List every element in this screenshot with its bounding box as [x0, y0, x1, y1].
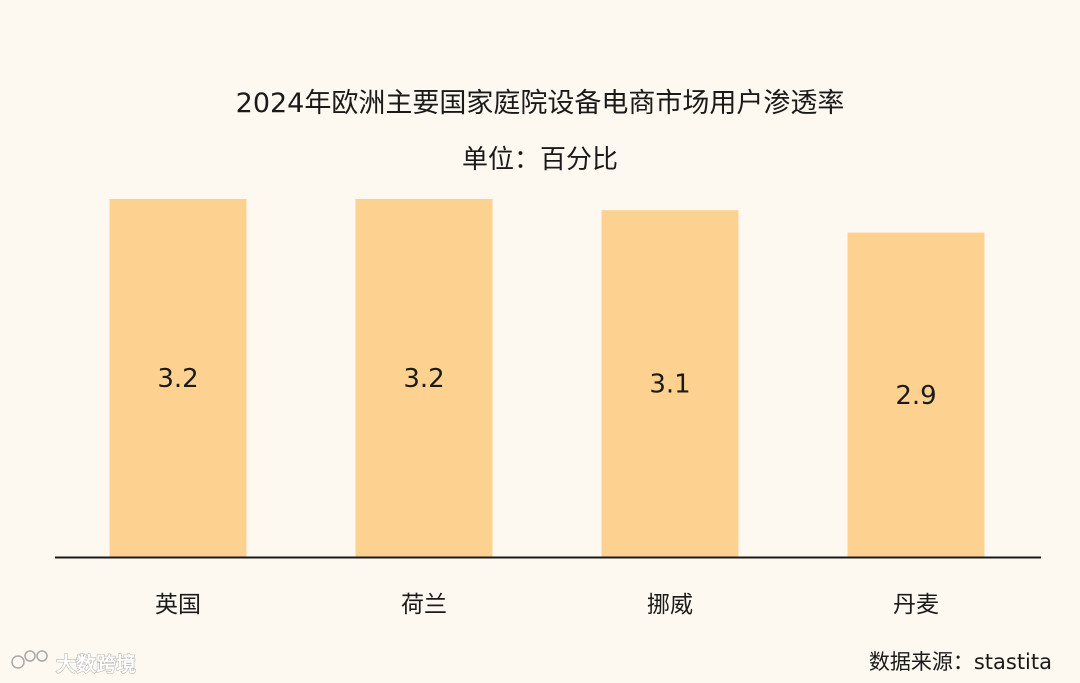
- x-tick-label-3: 挪威: [647, 592, 693, 618]
- bar-2: [355, 199, 493, 557]
- bar-1: [109, 199, 247, 557]
- data-label-3: 3.1: [649, 370, 690, 400]
- bars-group: [109, 199, 985, 557]
- x-tick-label-1: 英国: [155, 592, 201, 618]
- data-label-4: 2.9: [895, 381, 936, 411]
- chart-title: 2024年欧洲主要国家庭院设备电商市场用户渗透率: [236, 88, 845, 119]
- bar-4: [847, 232, 985, 557]
- x-tick-label-4: 丹麦: [893, 592, 939, 618]
- category-labels: 英国 荷兰 挪威 丹麦: [155, 592, 939, 618]
- source-note: 数据来源：stastita: [869, 650, 1052, 674]
- bar-3: [601, 210, 739, 557]
- chart-subtitle: 单位：百分比: [462, 145, 618, 175]
- watermark-logo-icon: [11, 650, 48, 669]
- watermark-text: 大数跨境: [56, 652, 136, 676]
- data-label-2: 3.2: [403, 364, 444, 394]
- x-tick-label-2: 荷兰: [401, 592, 447, 618]
- data-label-1: 3.2: [157, 364, 198, 394]
- watermark: 大数跨境: [11, 650, 136, 676]
- bar-data-labels: 3.2 3.2 3.1 2.9: [157, 364, 936, 411]
